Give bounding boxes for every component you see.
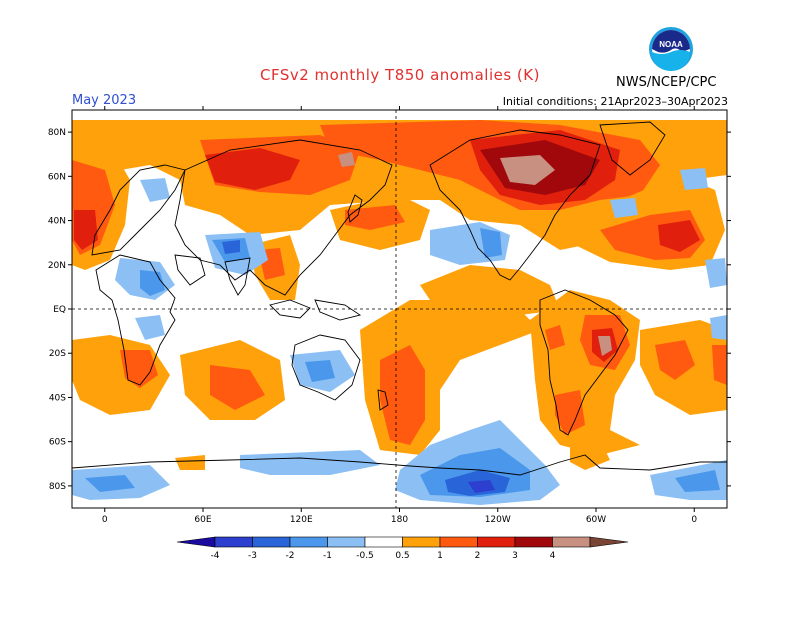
noaa-logo-text: NOAA [659,40,683,49]
lon-tick-label: 0 [102,515,108,525]
anomaly-contour-c2 [85,475,135,492]
colorbar-label: -3 [248,551,257,561]
coastline-layer [72,121,727,476]
coastline [224,257,251,296]
colorbar-segment [214,536,253,548]
anomaly-contour-c1 [680,168,708,190]
anomaly-contour-w2 [345,205,405,230]
coastline [174,139,393,296]
anomaly-field-layer [72,120,727,505]
colorbar-label: 2 [475,551,481,561]
colorbar-label: -4 [211,551,220,561]
anomaly-contour-w3 [74,210,98,250]
anomaly-contour-w1 [175,455,205,470]
lon-tick-label: 120E [290,515,313,525]
colorbar-label: 0.5 [395,551,409,561]
noaa-logo-icon: NOAA [648,26,694,72]
lat-tick-label: EQ [53,305,66,315]
anomaly-contour-c2 [480,228,502,258]
anomaly-contour-w1 [570,440,610,470]
anomaly-contour-c3 [222,240,240,254]
latitude-axis: 80N 60N 40N 20N EQ 20S 40S 60S 80S [48,128,731,492]
anomaly-contour-w2 [712,345,727,385]
anomaly-contour-w5 [338,152,355,167]
coastline [314,299,362,321]
colorbar-segment [514,536,553,548]
colorbar-segment [402,536,441,548]
coastline [429,129,601,281]
coastline [174,254,206,286]
colorbar-label: -0.5 [356,551,374,561]
anomaly-contour-w2 [555,390,585,435]
colorbar-segment [364,536,403,548]
anomaly-contour-w2 [655,340,695,380]
lat-tick-label: 40S [49,393,66,403]
anomaly-contour-w3 [205,148,300,190]
anomaly-contour-c2 [675,470,720,492]
anomaly-contour-c2 [305,360,335,382]
coastline [377,389,389,411]
colorbar-segment [289,536,328,548]
lat-tick-label: 20N [48,261,66,271]
colorbar-segment [252,536,291,548]
colorbar-lower-arrow [176,536,216,548]
lon-tick-label: 120W [485,515,511,525]
longitude-axis: 0 60E 120E 180 120W 60W 0 [102,106,697,525]
anomaly-contour-w5 [500,155,555,185]
anomaly-contour-c1 [705,258,727,288]
colorbar-label: 3 [512,551,518,561]
lon-tick-label: 60E [194,515,211,525]
lat-tick-label: 20S [49,349,66,359]
anomaly-contour-w2 [120,350,158,388]
coastline [599,121,666,176]
anomaly-contour-c1 [240,450,380,475]
colorbar-segment [439,536,478,548]
forecast-month-label: May 2023 [72,93,137,108]
lon-tick-label: 0 [691,515,697,525]
coastline [269,299,311,319]
anomaly-contour-c1 [610,198,638,218]
lat-tick-label: 80N [48,128,66,138]
lon-tick-label: 180 [391,515,408,525]
coastline [291,334,361,401]
anomaly-contour-w2 [545,325,565,350]
coastline [539,289,629,436]
map-title: CFSv2 monthly T850 anomalies (K) [260,66,540,84]
anomaly-contour-w5 [598,336,612,356]
anomaly-contour-c4 [468,480,495,493]
colorbar-segment [477,536,516,548]
anomaly-contour-c1 [710,315,727,340]
lat-tick-label: 40N [48,217,66,227]
lat-tick-label: 60N [48,172,66,182]
anomaly-contour-c1 [135,315,165,340]
colorbar-segment [327,536,366,548]
lon-tick-label: 60W [586,515,606,525]
anomaly-contour-w3 [658,220,700,252]
anomaly-contour-c1 [140,178,170,202]
coastline [72,454,727,476]
coastline [347,194,363,223]
lat-tick-label: 60S [49,438,66,448]
anomaly-contour-w2 [380,345,425,445]
colorbar-segment [552,536,591,548]
colorbar: -4 -3 -2 -1 -0.5 0.5 1 2 3 4 [176,536,629,561]
coastline [95,254,176,386]
agency-label: NWS/NCEP/CPC [616,75,717,90]
colorbar-label: 4 [550,551,556,561]
colorbar-label: -2 [286,551,295,561]
anomaly-contour-w2 [210,365,265,410]
lat-tick-label: 80S [49,482,66,492]
colorbar-label: -1 [323,551,332,561]
initial-conditions-label: Initial conditions: 21Apr2023–30Apr2023 [502,95,728,108]
colorbar-label: 1 [437,551,443,561]
colorbar-upper-arrow [589,536,629,548]
anomaly-contour-c2 [140,270,165,296]
